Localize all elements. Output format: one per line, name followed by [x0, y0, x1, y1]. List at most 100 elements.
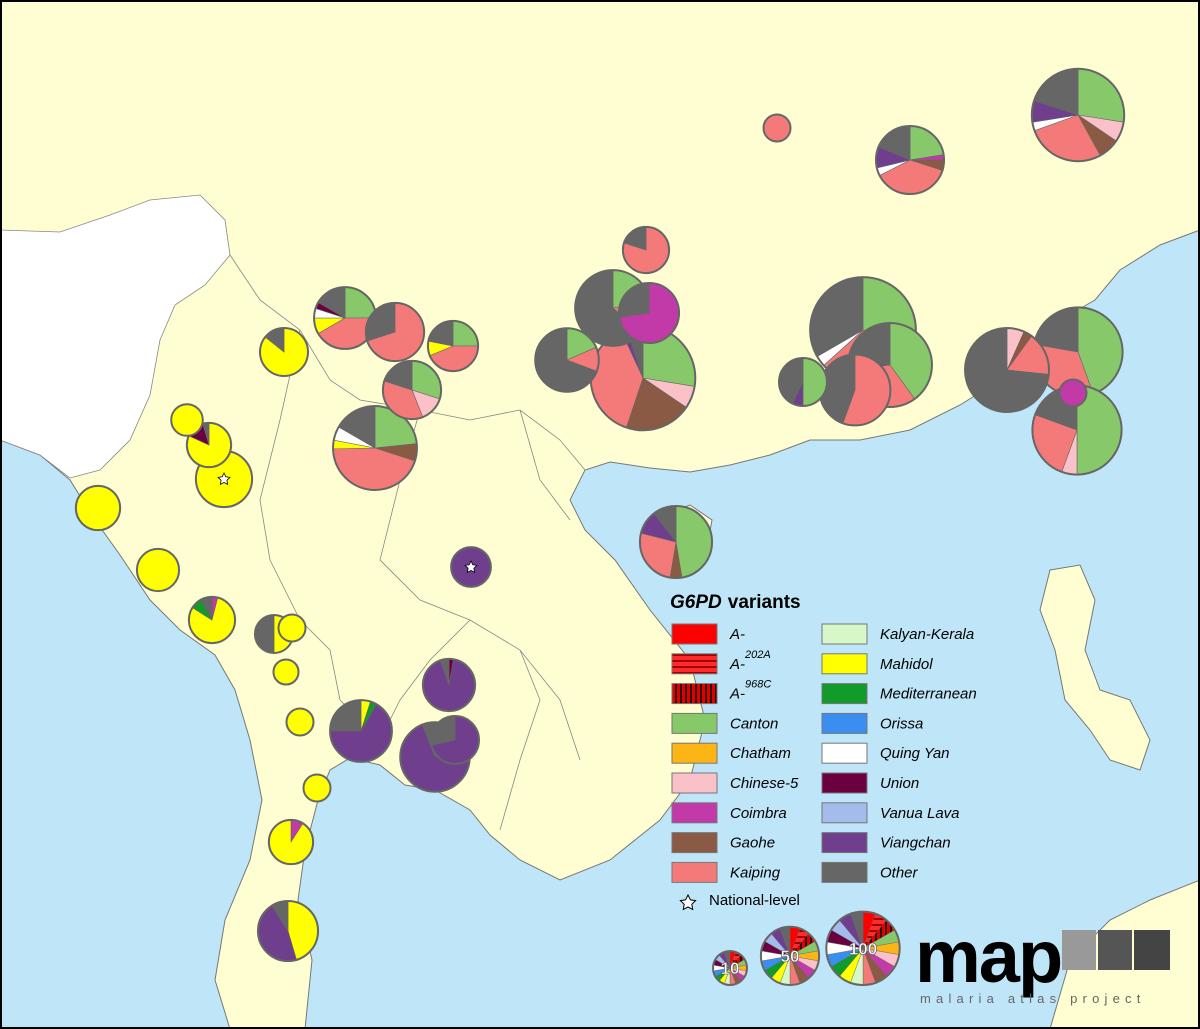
- legend-title: G6PD variants: [670, 592, 801, 613]
- logo-box: [1062, 930, 1096, 970]
- legend-label-name: Kaiping: [730, 864, 781, 881]
- national-star: [464, 560, 478, 574]
- size-circle: [711, 949, 749, 987]
- pie-outline: [1030, 67, 1126, 163]
- pie-outline: [277, 613, 307, 643]
- legend-label-name: Chatham: [730, 745, 791, 762]
- star-legend: National-level: [709, 892, 800, 909]
- pie-outline: [285, 707, 315, 737]
- legend-label-name: Chinese-5: [730, 775, 799, 792]
- site-pie: [74, 484, 122, 532]
- legend-label: Kaiping: [730, 864, 781, 881]
- legend-label-name: A-: [729, 686, 745, 703]
- pie-outline: [617, 281, 681, 345]
- philippines: [1039, 564, 1151, 771]
- pie-outline: [874, 124, 946, 196]
- pie-outline: [259, 327, 309, 377]
- site-pie: [259, 327, 309, 377]
- site-pie: [364, 301, 426, 363]
- site-pie: [185, 421, 233, 469]
- site-pie: [534, 327, 600, 393]
- legend-label: A-: [729, 626, 745, 643]
- legend-label: Kalyan-Kerala: [880, 626, 974, 643]
- pie-outline: [256, 899, 320, 963]
- site-pie: [450, 546, 492, 588]
- site-pie: [285, 707, 315, 737]
- site-pie: [256, 899, 320, 963]
- site-pie: [1058, 378, 1088, 408]
- legend-label-name: Gaohe: [730, 835, 775, 852]
- pie-outline: [450, 546, 492, 588]
- site-pie: [426, 319, 480, 373]
- national-star: [217, 472, 231, 486]
- logo-box: [1134, 930, 1170, 970]
- legend-swatch: [821, 861, 868, 883]
- site-pie: [267, 818, 315, 866]
- size-label: 100: [849, 939, 877, 958]
- legend-label-sup: 968C: [745, 679, 771, 691]
- legend-label-sup: 202A: [744, 649, 771, 661]
- legend-label: A-202A: [729, 649, 771, 673]
- pie-outline: [267, 818, 315, 866]
- pie-outline: [332, 405, 418, 491]
- pie-outline: [762, 113, 792, 143]
- legend-label-name: Other: [880, 864, 919, 881]
- pie-outline: [421, 657, 477, 713]
- size-label: 50: [781, 947, 800, 966]
- legend-swatch: [671, 712, 718, 734]
- pie-outline: [74, 484, 122, 532]
- site-pie: [638, 504, 714, 580]
- legend-label-name: Canton: [730, 715, 778, 732]
- pie-outline: [381, 359, 443, 421]
- site-pie: [1030, 67, 1126, 163]
- legend-label-name: Mahidol: [880, 656, 933, 673]
- size-legend: 10 50 100: [711, 910, 901, 987]
- legend-swatch: [671, 623, 718, 645]
- site-pie: [313, 286, 377, 350]
- legend-swatch: [671, 683, 718, 705]
- legend-swatch: [821, 772, 868, 794]
- legend-label-name: Orissa: [880, 715, 923, 732]
- legend-title-gene: G6PD: [670, 592, 722, 613]
- legend-label-name: Mediterranean: [880, 686, 977, 703]
- size-label: 10: [721, 959, 740, 978]
- legend-label-name: Vanua Lava: [880, 805, 960, 822]
- legend-swatch: [821, 683, 868, 705]
- legend-label: Mediterranean: [880, 686, 977, 703]
- pie-outline: [778, 357, 828, 407]
- legend-swatch: [671, 653, 718, 675]
- site-pie: [1032, 306, 1124, 398]
- site-pie: [277, 613, 307, 643]
- legend-label-name: A-: [729, 626, 745, 643]
- india-region: [0, 194, 231, 479]
- site-pie: [621, 225, 671, 275]
- legend-label: Viangchan: [880, 835, 951, 852]
- legend-label: Union: [880, 775, 919, 792]
- star-legend-icon: [679, 893, 697, 911]
- pie-outline: [364, 301, 426, 363]
- legend-label-name: Kalyan-Kerala: [880, 626, 974, 643]
- legend-swatch: [821, 623, 868, 645]
- pie-outline: [187, 595, 237, 645]
- legend-label: A-968C: [729, 679, 771, 703]
- size-legend-item: 10: [711, 949, 749, 987]
- pie-outline: [638, 504, 714, 580]
- site-pie: [170, 403, 204, 437]
- legend-label: Other: [880, 864, 919, 881]
- site-pie: [135, 547, 181, 593]
- legend-label: Orissa: [880, 715, 923, 732]
- legend-label: Mahidol: [880, 656, 933, 673]
- legend-label: Chatham: [730, 745, 791, 762]
- legend-label: Canton: [730, 715, 778, 732]
- legend-swatch: [671, 832, 718, 854]
- legend-label: Chinese-5: [730, 775, 799, 792]
- site-pie: [818, 353, 892, 427]
- site-pie: [874, 124, 946, 196]
- legend-swatch: [821, 802, 868, 824]
- site-pie: [187, 595, 237, 645]
- site-pie: [381, 359, 443, 421]
- pie-outline: [534, 327, 600, 393]
- pie-outline: [329, 699, 393, 763]
